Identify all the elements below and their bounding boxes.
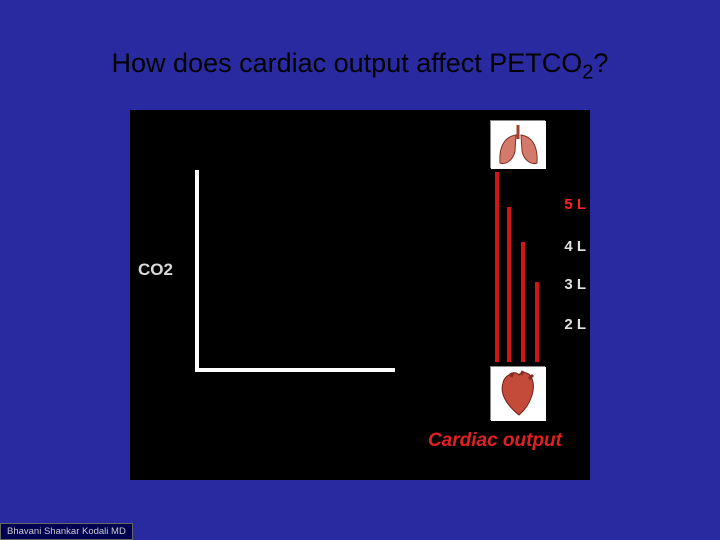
lungs-icon: [490, 120, 545, 168]
level-4l: 4 L: [564, 238, 586, 255]
level-2l: 2 L: [564, 316, 586, 333]
bar-4l: [507, 207, 511, 362]
diagram-panel: CO2 5 L 4 L 3 L 2 L Cardiac output: [130, 110, 590, 480]
cardiac-output-label: Cardiac output: [428, 430, 562, 452]
y-axis-line: [195, 170, 199, 370]
y-axis-label: CO2: [138, 260, 173, 280]
level-3l: 3 L: [564, 276, 586, 293]
author-credit: Bhavani Shankar Kodali MD: [0, 523, 133, 540]
title-subscript: 2: [582, 61, 593, 83]
slide-title: How does cardiac output affect PETCO2?: [0, 48, 720, 84]
bar-5l: [495, 172, 499, 362]
bar-2l: [535, 282, 539, 362]
title-prefix: How does cardiac output affect PETCO: [112, 48, 583, 78]
title-suffix: ?: [593, 48, 608, 78]
output-bars: [495, 172, 540, 362]
bar-3l: [521, 242, 525, 362]
level-5l: 5 L: [564, 196, 586, 213]
heart-icon: [490, 366, 545, 420]
x-axis-line: [195, 368, 395, 372]
